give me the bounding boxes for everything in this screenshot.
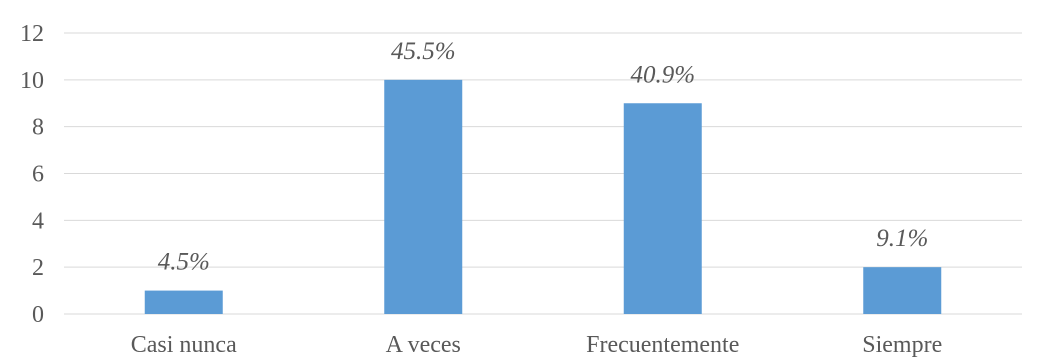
- data-label: 45.5%: [391, 38, 456, 65]
- data-label: 9.1%: [876, 225, 928, 252]
- y-tick-label: 2: [32, 255, 44, 281]
- category-label: Frecuentemente: [586, 332, 739, 358]
- bar-siempre: [863, 267, 942, 314]
- x-axis-categories: Casi nunca A veces Frecuentemente Siempre: [131, 332, 942, 358]
- y-tick-label: 8: [32, 115, 44, 141]
- data-label: 40.9%: [630, 61, 695, 88]
- y-tick-label: 4: [32, 208, 44, 234]
- category-label: A veces: [386, 332, 461, 358]
- data-labels: 4.5% 45.5% 40.9% 9.1%: [158, 38, 929, 276]
- data-label: 4.5%: [158, 249, 210, 276]
- y-tick-label: 6: [32, 162, 44, 188]
- y-tick-label: 0: [32, 302, 44, 328]
- bars: [144, 79, 942, 314]
- bar-a-veces: [384, 79, 463, 314]
- y-axis-ticks: 0 2 4 6 8 10 12: [20, 21, 44, 328]
- y-tick-label: 10: [20, 68, 44, 94]
- category-label: Casi nunca: [131, 332, 237, 358]
- y-tick-label: 12: [20, 21, 44, 47]
- category-label: Siempre: [862, 332, 942, 358]
- bar-casi-nunca: [144, 290, 223, 314]
- bar-frecuentemente: [623, 103, 702, 314]
- gridlines: [64, 32, 1022, 315]
